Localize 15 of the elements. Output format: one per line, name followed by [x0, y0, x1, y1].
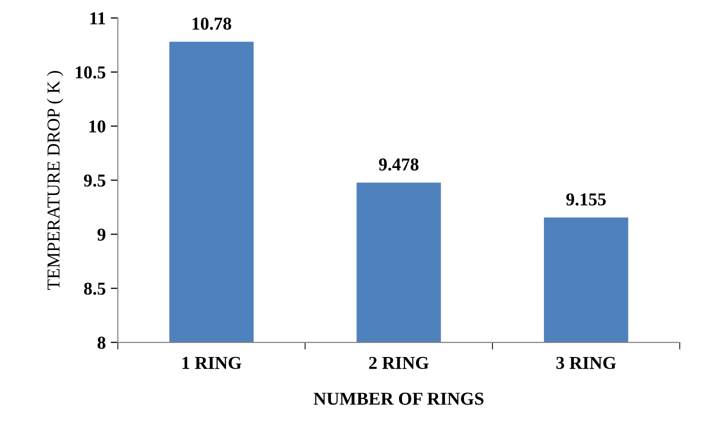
x-tick-label: 2 RING	[369, 356, 429, 369]
data-label: 10.78	[192, 18, 232, 30]
x-tick-label: 1 RING	[182, 356, 242, 369]
x-axis-title: NUMBER OF RINGS	[314, 392, 484, 405]
y-tick-label: 11	[90, 12, 106, 24]
y-tick-label: 10	[89, 120, 106, 133]
y-tick-label: 9	[97, 228, 106, 241]
y-tick-label: 8.5	[84, 282, 106, 295]
data-label: 9.155	[566, 193, 606, 206]
y-axis-title: TEMPERATURE DROP ( K )	[46, 70, 64, 290]
y-tick-label: 10.5	[76, 66, 106, 79]
y-tick-label: 8	[98, 336, 106, 349]
data-label: 9.478	[378, 158, 418, 171]
y-tick-label: 9.5	[84, 174, 106, 187]
x-tick-label: 3 RING	[556, 356, 616, 369]
